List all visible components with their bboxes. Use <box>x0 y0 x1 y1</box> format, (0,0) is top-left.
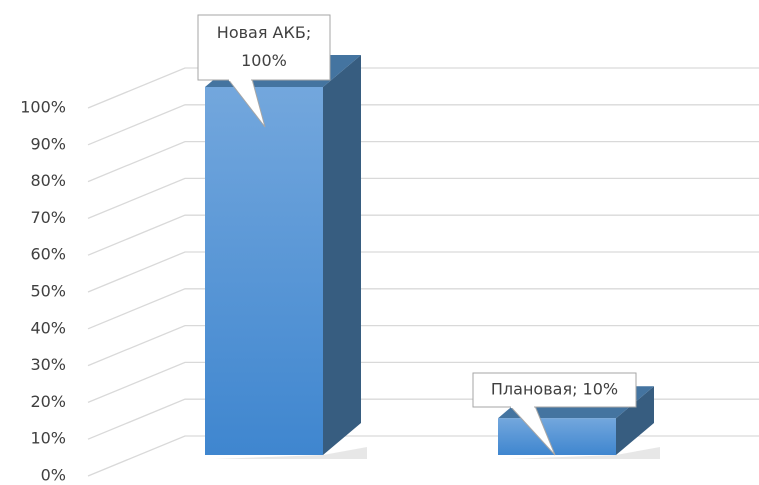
bar <box>205 87 323 455</box>
y-tick-label: 50% <box>30 282 66 301</box>
label-box <box>472 372 637 408</box>
y-tick-label: 70% <box>30 208 66 227</box>
bar-side <box>616 386 654 455</box>
grid-line <box>87 398 759 440</box>
label-box <box>197 14 331 81</box>
bar-shadow <box>215 447 367 459</box>
y-tick-label: 10% <box>30 429 66 448</box>
y-tick-label: 100% <box>20 98 66 117</box>
grid-line <box>87 140 759 183</box>
y-tick-label: 90% <box>30 134 66 153</box>
label-cover <box>229 78 251 81</box>
y-tick-label: 0% <box>41 466 66 485</box>
grid-line <box>87 104 759 146</box>
y-tick-label: 80% <box>30 171 66 190</box>
grid-line <box>87 324 759 367</box>
y-tick-label: 40% <box>30 318 66 337</box>
grid-line <box>87 214 759 256</box>
bar-side <box>323 55 361 455</box>
data-label-text: Плановая; 10% <box>491 380 618 399</box>
bar <box>498 418 616 455</box>
y-tick-label: 30% <box>30 355 66 374</box>
bar-shadow <box>508 447 660 459</box>
data-label: Плановая; 10% <box>472 372 637 456</box>
y-tick-label: 60% <box>30 245 66 264</box>
grid-line <box>87 288 759 330</box>
grid-line <box>87 177 759 220</box>
data-label-text: Новая АКБ; 100% <box>217 23 311 70</box>
y-tick-label: 20% <box>30 392 66 411</box>
grid-line <box>87 251 759 293</box>
grid-line <box>87 67 759 109</box>
data-label: Новая АКБ; 100% <box>197 14 331 128</box>
label-cover <box>511 405 534 408</box>
grid-line <box>87 361 759 404</box>
